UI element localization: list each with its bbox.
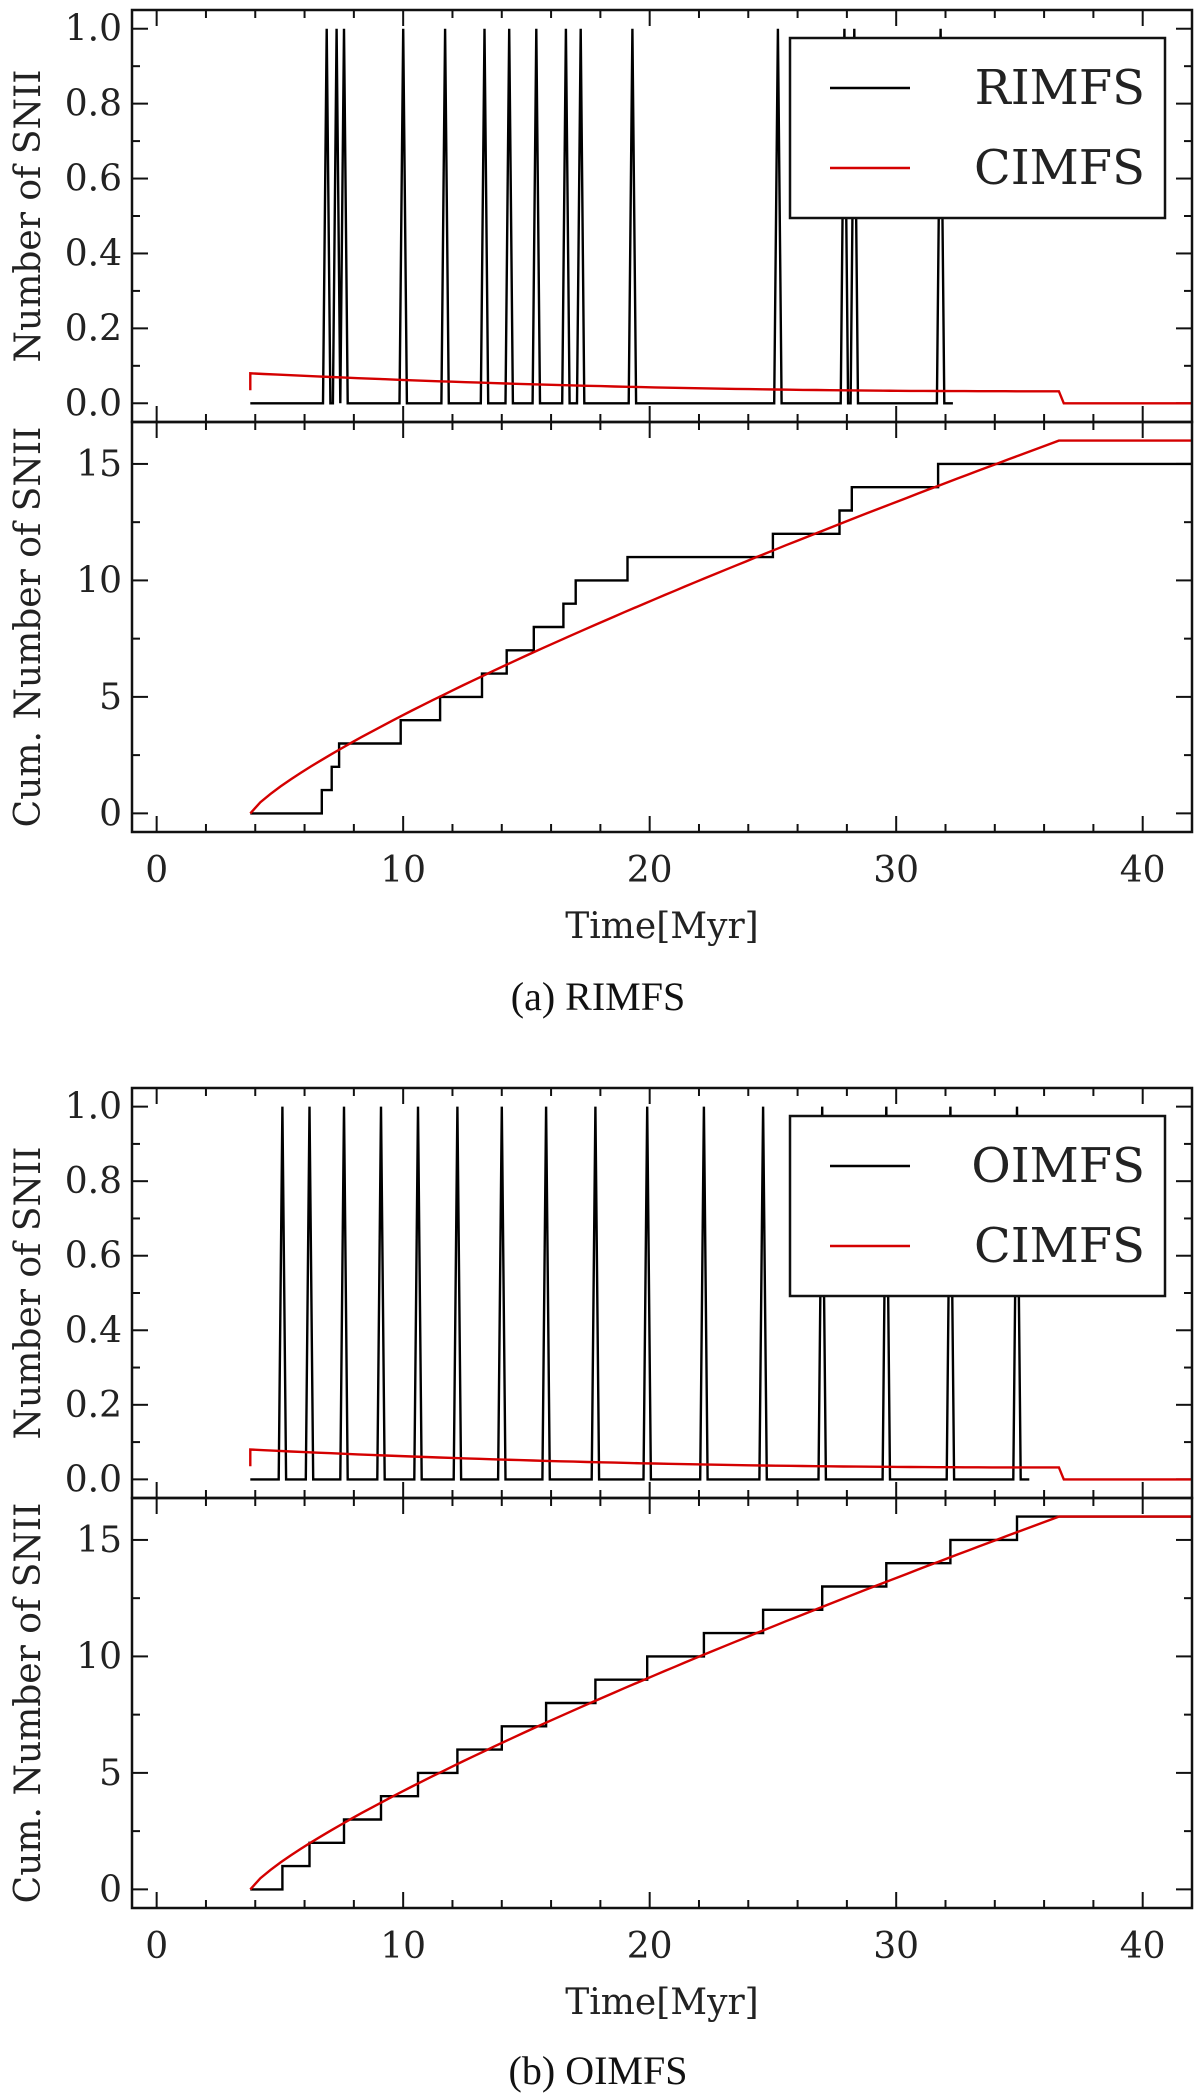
panel-a-top: 0.0 0.2 0.4 0.6 0.8 1.0 Number of SNII RIMFS CIM… <box>8 9 1194 424</box>
x-tick-label: 0 <box>145 1926 168 1967</box>
y-tick-label: 10 <box>76 560 122 601</box>
y-tick-label: 0.0 <box>65 1459 122 1500</box>
y-tick-label: 0 <box>99 1869 122 1910</box>
x-tick-label: 20 <box>627 850 673 891</box>
x-axis-label: Time[Myr] <box>565 906 758 947</box>
y-axis-label: Number of SNII <box>8 1147 49 1440</box>
x-tick-label: 40 <box>1120 1926 1166 1967</box>
series-cimfs-cumulative-line <box>249 1515 1192 1891</box>
panel-a-bottom: 0 5 10 15 0 10 20 30 40 Cum. Number of SNII <box>8 420 1194 891</box>
series-cimfs-cumulative-line <box>249 439 1192 815</box>
legend-label-oimfs: OIMFS <box>971 1138 1145 1194</box>
y-tick-label: 0.4 <box>65 1310 122 1351</box>
y-tick-label: 0.2 <box>65 308 122 349</box>
series-cumulative-step-line <box>250 1515 1192 1891</box>
plot-frame <box>130 420 1194 834</box>
y-tick-label: 10 <box>76 1636 122 1677</box>
y-tick-label: 5 <box>99 677 122 718</box>
y-tick-label: 1.0 <box>65 9 122 50</box>
figure-caption: (b) OIMFS <box>509 2048 688 2093</box>
y-axis-label: Number of SNII <box>8 70 49 363</box>
legend: OIMFS CIMFS <box>788 1114 1167 1298</box>
x-tick-label: 10 <box>380 850 426 891</box>
x-tick-label: 30 <box>873 1926 919 1967</box>
legend-label-cimfs: CIMFS <box>974 1218 1145 1274</box>
y-axis-label: Cum. Number of SNII <box>8 1503 49 1904</box>
y-tick-label: 5 <box>99 1753 122 1794</box>
y-tick-label: 15 <box>76 444 122 485</box>
x-tick-label: 40 <box>1120 850 1166 891</box>
y-tick-label: 0.0 <box>65 383 122 424</box>
y-tick-label: 0.8 <box>65 84 122 125</box>
x-tick-label: 0 <box>145 850 168 891</box>
series-cimfs-rate-line <box>249 1448 1192 1481</box>
y-tick-label: 0.4 <box>65 233 122 274</box>
figure-caption: (a) RIMFS <box>511 974 685 1019</box>
y-tick-label: 15 <box>76 1520 122 1561</box>
y-tick-label: 0.8 <box>65 1161 122 1202</box>
legend-label-rimfs: RIMFS <box>975 60 1145 116</box>
y-tick-label: 0.6 <box>65 1236 122 1277</box>
y-axis-label: Cum. Number of SNII <box>8 427 49 828</box>
panel-b-top: 0.0 0.2 0.4 0.6 0.8 1.0 Number of SNII OIMFS CIM… <box>8 1087 1194 1500</box>
x-tick-label: 20 <box>627 1926 673 1967</box>
y-tick-label: 1.0 <box>65 1087 122 1128</box>
series-cumulative-step-line <box>250 462 1192 815</box>
x-tick-label: 10 <box>380 1926 426 1967</box>
legend-box <box>788 1114 1167 1298</box>
legend-box <box>788 36 1167 220</box>
series-cimfs-rate-line <box>249 372 1192 405</box>
panel-b-bottom: 0 5 10 15 0 10 20 30 40 Cum. Number of SNII <box>8 1496 1194 1967</box>
legend: RIMFS CIMFS <box>788 36 1167 220</box>
y-tick-label: 0.2 <box>65 1385 122 1426</box>
plot-frame <box>130 1496 1194 1910</box>
x-tick-label: 30 <box>873 850 919 891</box>
y-tick-label: 0.6 <box>65 159 122 200</box>
y-tick-label: 0 <box>99 793 122 834</box>
legend-label-cimfs: CIMFS <box>974 140 1145 196</box>
x-axis-label: Time[Myr] <box>565 1982 758 2023</box>
